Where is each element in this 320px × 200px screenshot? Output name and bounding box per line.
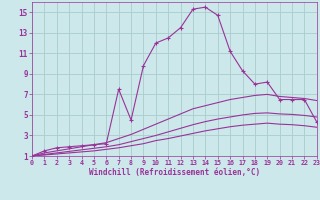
X-axis label: Windchill (Refroidissement éolien,°C): Windchill (Refroidissement éolien,°C) (89, 168, 260, 177)
